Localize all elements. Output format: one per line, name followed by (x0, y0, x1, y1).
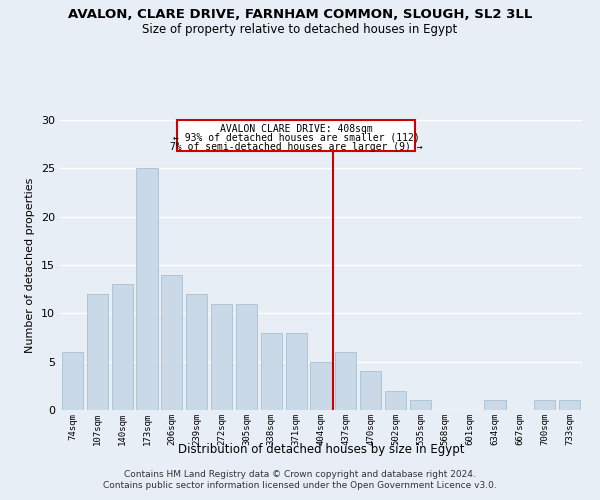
Text: ← 93% of detached houses are smaller (112): ← 93% of detached houses are smaller (11… (173, 132, 419, 142)
Text: Distribution of detached houses by size in Egypt: Distribution of detached houses by size … (178, 442, 464, 456)
Bar (62, 352, 83, 410)
Bar (484, 400, 506, 410)
Bar (559, 400, 580, 410)
Bar (385, 390, 406, 410)
Text: AVALON CLARE DRIVE: 408sqm: AVALON CLARE DRIVE: 408sqm (220, 124, 373, 134)
Bar (335, 352, 356, 410)
Bar (410, 400, 431, 410)
Text: Contains HM Land Registry data © Crown copyright and database right 2024.: Contains HM Land Registry data © Crown c… (124, 470, 476, 479)
FancyBboxPatch shape (177, 120, 415, 151)
Text: Size of property relative to detached houses in Egypt: Size of property relative to detached ho… (142, 22, 458, 36)
Bar (286, 332, 307, 410)
Bar (534, 400, 555, 410)
Bar (112, 284, 133, 410)
Bar (211, 304, 232, 410)
Bar (360, 372, 381, 410)
Text: Contains public sector information licensed under the Open Government Licence v3: Contains public sector information licen… (103, 481, 497, 490)
Bar (186, 294, 207, 410)
Bar (261, 332, 282, 410)
Bar (136, 168, 158, 410)
Bar (236, 304, 257, 410)
Bar (310, 362, 332, 410)
Text: 7% of semi-detached houses are larger (9) →: 7% of semi-detached houses are larger (9… (170, 142, 422, 152)
Y-axis label: Number of detached properties: Number of detached properties (25, 178, 35, 352)
Text: AVALON, CLARE DRIVE, FARNHAM COMMON, SLOUGH, SL2 3LL: AVALON, CLARE DRIVE, FARNHAM COMMON, SLO… (68, 8, 532, 20)
Bar (161, 274, 182, 410)
Bar (87, 294, 108, 410)
